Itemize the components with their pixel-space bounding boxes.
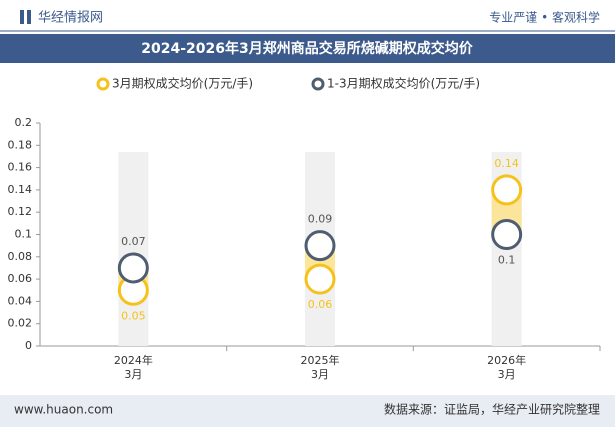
point [117, 252, 149, 284]
value-label: 0.07 [121, 235, 146, 248]
legend-label: 1-3月期权成交均价(万元/手) [327, 76, 480, 91]
legend-marker [96, 77, 110, 91]
value-label: 0.09 [308, 213, 333, 226]
point [491, 174, 523, 206]
y-tick-label: 0.16 [8, 161, 33, 174]
y-tick-label: 0.14 [8, 183, 33, 196]
y-tick-label: 0 [25, 339, 32, 352]
value-label: 0.06 [308, 298, 333, 311]
y-tick-label: 0.02 [8, 317, 33, 330]
x-tick-label: 2026年 3月 [487, 354, 527, 381]
footer-source: 数据来源：证监局，华经产业研究院整理 [384, 402, 600, 417]
y-tick-label: 0.08 [8, 250, 33, 263]
y-tick-label: 0.12 [8, 205, 33, 218]
legend-label: 3月期权成交均价(万元/手) [112, 76, 253, 91]
value-label: 0.1 [498, 254, 516, 267]
logo [20, 10, 24, 24]
value-label: 0.14 [494, 157, 519, 170]
point [304, 230, 336, 262]
y-tick-label: 0.1 [15, 228, 33, 241]
y-tick-label: 0.2 [15, 116, 33, 129]
footer-bar [0, 395, 615, 427]
legend-marker [311, 77, 325, 91]
point [304, 263, 336, 295]
value-label: 0.05 [121, 309, 146, 322]
column-band [118, 152, 149, 346]
point [491, 219, 523, 250]
y-tick-label: 0.18 [8, 138, 33, 151]
y-tick-label: 0.06 [8, 272, 33, 285]
x-tick-label: 2024年 3月 [113, 354, 153, 381]
x-tick-label: 2025年 3月 [300, 354, 340, 381]
y-tick-label: 0.04 [8, 294, 33, 307]
chart-title: 2024-2026年3月郑州商品交易所烧碱期权成交均价 [141, 40, 473, 57]
title-bar [0, 34, 615, 63]
footer-site: www.huaon.com [14, 403, 113, 417]
logo [27, 10, 31, 24]
brand: 华经情报网 [38, 11, 103, 26]
slogan: 专业严谨 • 客观科学 [489, 10, 600, 25]
